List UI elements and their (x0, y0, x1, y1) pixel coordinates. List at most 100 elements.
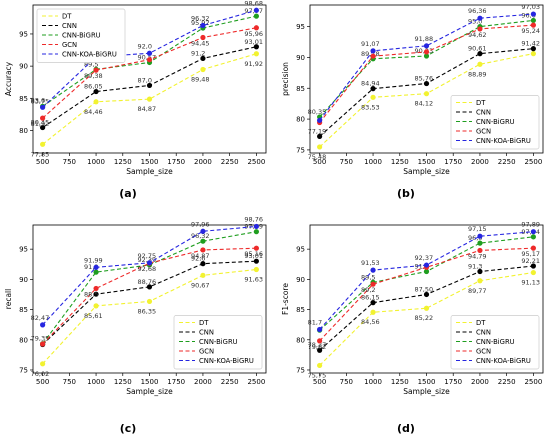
y-axis-label: precision (281, 62, 290, 96)
series-cnn: 80,45 86,05 87,0 91,2 93,01 (31, 38, 263, 131)
data-point (530, 46, 536, 52)
data-point (530, 245, 536, 251)
data-point (530, 229, 536, 235)
data-label: 97,15 (468, 225, 487, 233)
data-label: 94,45 (191, 39, 210, 47)
x-axis-label: Sample_size (126, 387, 173, 396)
x-tick-label: 2500 (247, 158, 265, 166)
x-tick-label: 1250 (391, 158, 409, 166)
data-label: 92,39 (138, 256, 157, 264)
data-label: 91,07 (361, 40, 380, 48)
y-tick-label: 75 (296, 146, 305, 154)
data-point (370, 53, 376, 59)
series-dt: 76,02 85,61 86,35 90,67 91,63 (31, 266, 263, 378)
data-point (477, 247, 483, 254)
data-point (477, 15, 483, 21)
data-label: 95,17 (521, 250, 540, 258)
data-point (146, 284, 153, 290)
data-label: 75,75 (308, 371, 327, 379)
x-tick-label: 750 (340, 158, 353, 166)
data-label: 95,0 (468, 18, 482, 26)
data-point (253, 25, 259, 31)
data-point (370, 309, 376, 315)
data-label: 89,48 (191, 75, 210, 83)
data-label: 79,35 (31, 335, 50, 343)
data-point (477, 278, 483, 284)
data-point (253, 258, 259, 264)
data-label: 93,01 (244, 252, 263, 260)
y-tick-label: 75 (296, 366, 305, 374)
data-label: 84,87 (138, 105, 157, 113)
x-tick-label: 1500 (141, 158, 159, 166)
y-tick-label: 95 (19, 246, 28, 254)
data-point (200, 34, 206, 41)
data-label: 91,42 (521, 40, 540, 48)
legend-entry: GCN (476, 348, 491, 356)
data-label: 96,36 (468, 7, 487, 15)
data-label: 92,0 (138, 42, 152, 50)
legend-entry: CNN (199, 329, 214, 337)
x-tick-label: 2250 (498, 158, 516, 166)
x-tick-label: 2250 (498, 378, 516, 386)
y-tick-label: 80 (19, 336, 28, 344)
x-tick-label: 750 (340, 378, 353, 386)
data-point (40, 361, 46, 367)
y-tick-label: 95 (19, 30, 28, 38)
data-point (146, 82, 153, 89)
y-axis-label: F1-score (281, 283, 290, 315)
data-label: 83,53 (361, 103, 380, 111)
data-point (423, 43, 430, 49)
x-tick-label: 2000 (471, 378, 489, 386)
legend-entry: CNN-BiGRU (476, 338, 515, 346)
x-tick-label: 500 (313, 378, 326, 386)
x-tick-label: 2000 (471, 158, 489, 166)
data-point (200, 55, 206, 62)
data-label: 80,35 (308, 108, 327, 116)
data-point (530, 263, 536, 269)
y-tick-label: 85 (19, 95, 28, 103)
data-label: 84,56 (361, 318, 380, 326)
data-label: 91,92 (244, 60, 263, 68)
legend-box (36, 8, 126, 63)
data-point (146, 57, 153, 63)
data-point (423, 49, 430, 55)
chart-panel-4: 500 750 1000 1250 1500 1750 2000 2250 2500 75 80 85… (281, 221, 544, 396)
legend-entry: GCN (199, 348, 214, 356)
data-point (423, 80, 430, 87)
data-label: 95,92 (191, 19, 210, 27)
data-label: 95,96 (244, 30, 263, 38)
data-label: 87,50 (415, 285, 434, 293)
x-tick-label: 1500 (141, 378, 159, 386)
data-label: 81,7 (308, 319, 322, 327)
y-tick-label: 80 (296, 336, 305, 344)
x-tick-label: 1000 (87, 158, 105, 166)
x-tick-label: 1000 (87, 378, 105, 386)
data-label: 92,68 (138, 265, 157, 273)
series-dt: 77,85 84,46 84,87 89,48 91,92 (31, 51, 263, 158)
data-point (370, 281, 376, 287)
x-tick-label: 750 (63, 378, 76, 386)
data-point (477, 240, 483, 246)
data-point (370, 94, 376, 100)
data-point (317, 362, 323, 369)
x-tick-label: 500 (36, 158, 49, 166)
data-label: 94,87 (191, 252, 210, 260)
y-tick-label: 85 (296, 306, 305, 314)
data-point (200, 66, 206, 73)
legend-entry: CNN-BiGRU (199, 338, 238, 346)
data-label: 83,75 (31, 97, 50, 105)
x-axis-label: Sample_size (403, 387, 450, 396)
x-tick-label: 1750 (444, 378, 462, 386)
data-point (253, 223, 259, 230)
x-tick-label: 1000 (364, 378, 382, 386)
data-label: 89,2 (361, 286, 375, 294)
data-label: 86,35 (138, 307, 157, 315)
data-label: 79,82 (308, 343, 327, 351)
data-label: 85,76 (415, 75, 434, 83)
x-tick-label: 1250 (114, 158, 132, 166)
data-label: 91,2 (191, 49, 205, 57)
data-point (370, 86, 376, 92)
series-gcn: 88,5 92,68 94,87 95,16 (40, 245, 263, 347)
data-label: 97,89 (521, 221, 540, 229)
